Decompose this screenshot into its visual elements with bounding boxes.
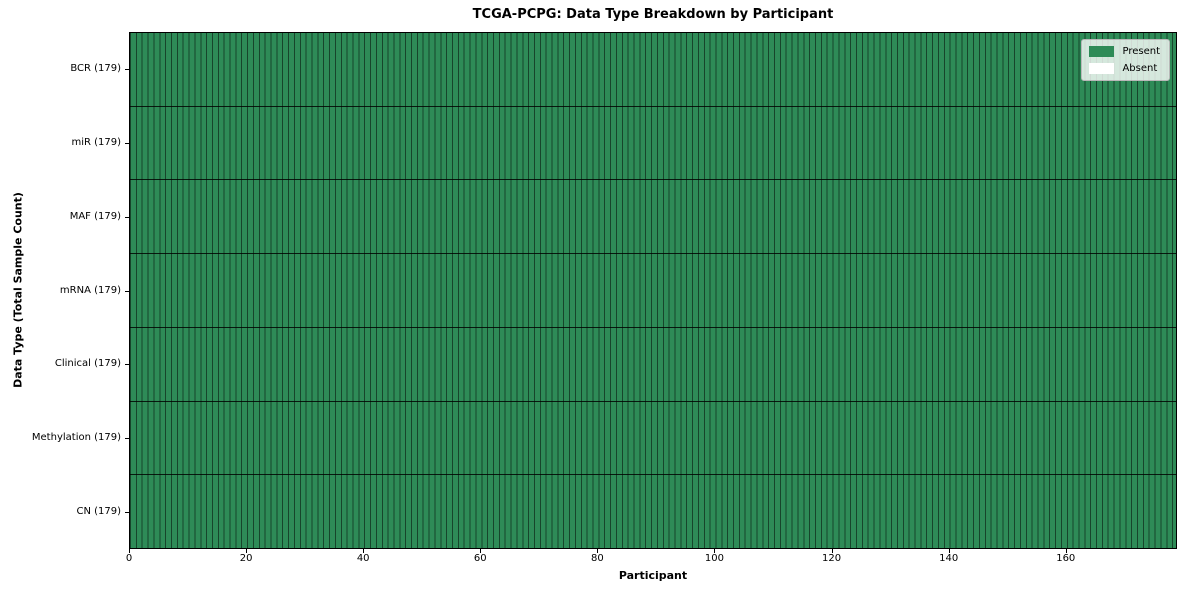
y-tick-mark (125, 217, 129, 218)
legend-label: Absent (1122, 63, 1158, 74)
x-tick-label-120: 120 (822, 553, 842, 564)
x-tick-mark (363, 549, 364, 553)
y-tick-label-methylation: Methylation (179) (31, 432, 121, 444)
y-tick-label-clinical: Clinical (179) (54, 358, 121, 370)
y-tick-label-maf: MAF (179) (69, 210, 121, 222)
y-tick-label-cn: CN (179) (76, 506, 121, 518)
heatmap-row-clinical (130, 326, 1176, 401)
x-tick-label-100: 100 (704, 553, 725, 564)
legend: Present Absent (1081, 39, 1170, 81)
x-axis-label: Participant (618, 569, 688, 582)
x-tick-mark (949, 549, 950, 553)
y-tick-label-mrna: mRNA (179) (59, 284, 121, 296)
x-tick-label-40: 40 (356, 553, 370, 564)
x-tick-mark (480, 549, 481, 553)
heatmap-row-methylation (130, 400, 1176, 475)
y-tick-mark (125, 438, 129, 439)
x-tick-label-80: 80 (591, 553, 604, 564)
legend-swatch-absent (1089, 63, 1115, 74)
x-tick-mark (129, 549, 130, 553)
x-tick-label-20: 20 (239, 553, 253, 564)
y-tick-mark (125, 291, 129, 292)
x-tick-mark (1066, 549, 1067, 553)
x-tick-label-0: 0 (125, 553, 133, 564)
heatmap-row-mir (130, 105, 1176, 180)
x-tick-label-140: 140 (939, 553, 959, 564)
heatmap-row-maf (130, 179, 1176, 254)
x-tick-mark (246, 549, 247, 553)
x-tick-label-60: 60 (473, 553, 487, 564)
heatmap-rows (130, 33, 1176, 549)
y-tick-mark (125, 69, 129, 70)
x-tick-mark (597, 549, 598, 553)
legend-label: Present (1122, 46, 1160, 57)
plot-area: Present Absent (129, 32, 1177, 549)
chart-title: TCGA-PCPG: Data Type Breakdown by Partic… (472, 7, 834, 22)
heatmap-row-cn (130, 474, 1176, 549)
y-tick-mark (125, 364, 129, 365)
y-tick-label-mir: miR (179) (71, 136, 121, 148)
heatmap-row-mrna (130, 253, 1176, 327)
y-tick-mark (125, 512, 129, 513)
legend-item-present: Present (1089, 46, 1160, 57)
legend-item-absent: Absent (1089, 63, 1160, 74)
x-tick-mark (832, 549, 833, 553)
x-tick-mark (714, 549, 715, 553)
y-tick-mark (125, 143, 129, 144)
x-tick-label-160: 160 (1056, 553, 1076, 564)
y-tick-label-bcr: BCR (179) (70, 62, 121, 74)
legend-swatch-present (1089, 46, 1115, 57)
heatmap-row-bcr (130, 33, 1176, 106)
